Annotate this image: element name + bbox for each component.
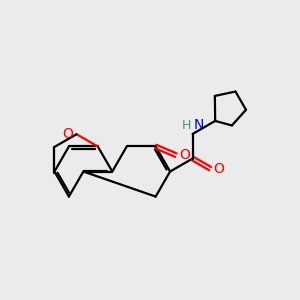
Text: O: O (62, 127, 73, 141)
Text: H: H (182, 118, 191, 132)
Text: O: O (179, 148, 190, 162)
Text: N: N (194, 118, 205, 132)
Text: O: O (214, 162, 225, 176)
